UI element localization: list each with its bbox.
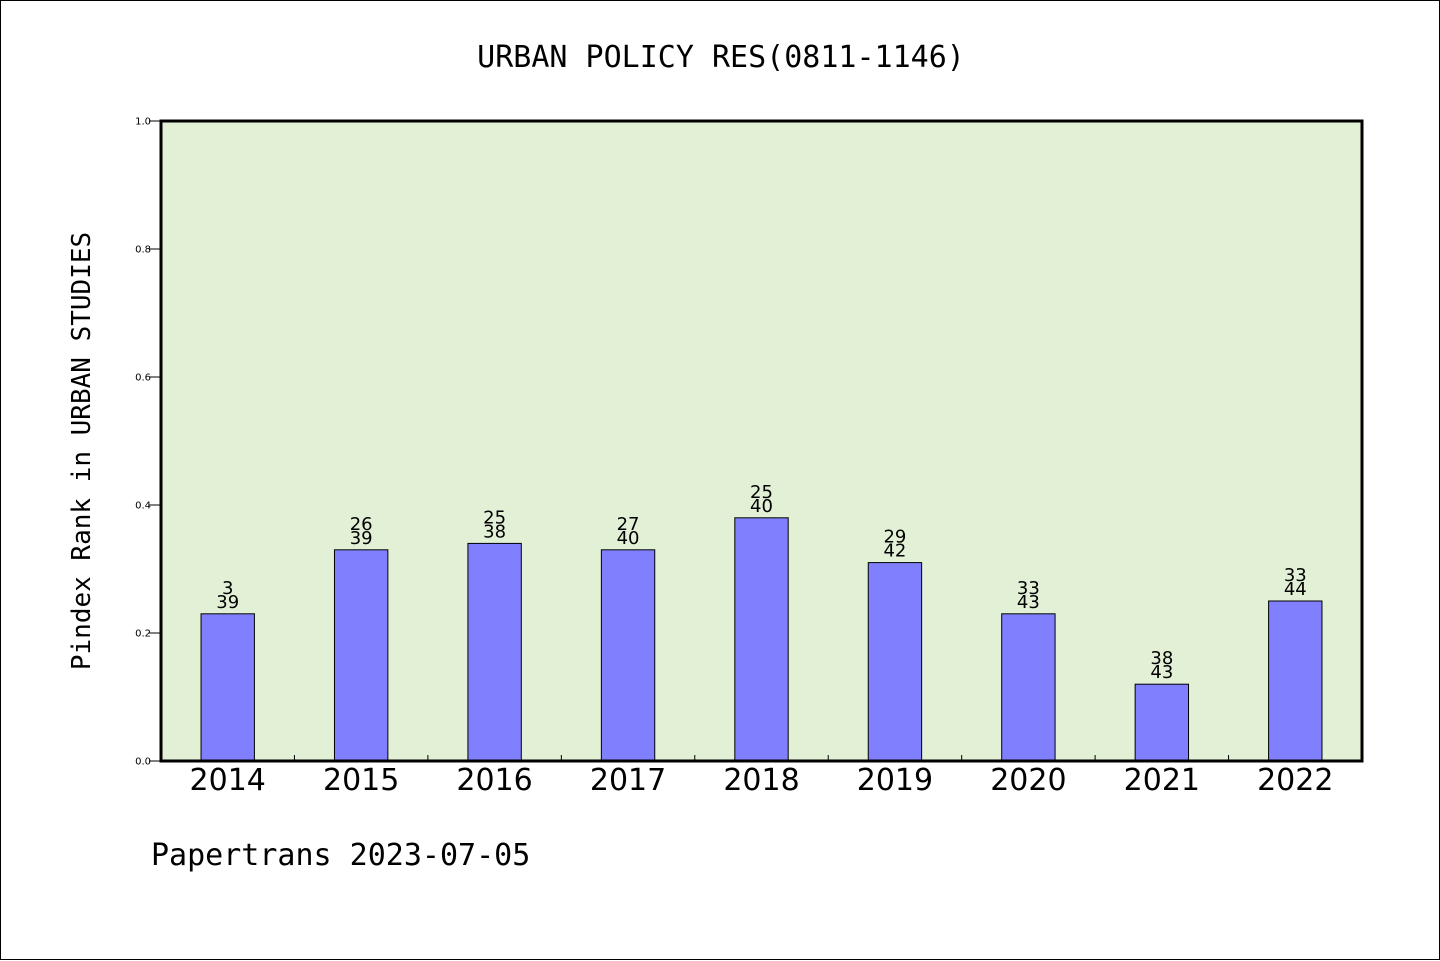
- x-tick-label: 2022: [1257, 763, 1333, 798]
- bar: [1001, 613, 1056, 762]
- x-tick-label: 2014: [190, 763, 266, 798]
- bar-rank-label: 25: [750, 482, 773, 503]
- x-tick-label: 2020: [990, 763, 1066, 798]
- x-axis: 2014 2015 2016 2017 2018 2019 2020 2021 2022: [190, 755, 1333, 798]
- footer-label: Papertrans 2023-07-05: [151, 838, 530, 873]
- y-tick-label: 0.6: [135, 373, 151, 384]
- bar-rank-label: 33: [1284, 565, 1307, 586]
- x-tick-label: 2017: [590, 763, 666, 798]
- bar-rank-label: 27: [617, 514, 640, 535]
- bar-total-label: 39: [350, 528, 373, 549]
- bar-total-label: 42: [883, 541, 906, 562]
- bar: [734, 517, 789, 762]
- x-tick-label: 2021: [1124, 763, 1200, 798]
- y-tick-label: 0.4: [135, 501, 151, 512]
- x-tick-label: 2019: [857, 763, 933, 798]
- x-tick-label: 2015: [323, 763, 399, 798]
- y-tick-label: 1.0: [135, 117, 151, 128]
- y-tick-label: 0.2: [135, 629, 151, 640]
- y-tick-label: 0.0: [135, 757, 151, 768]
- y-axis-label: Pindex Rank in URBAN STUDIES: [67, 232, 97, 670]
- bar-total-label: 40: [750, 496, 773, 517]
- chart-title: URBAN POLICY RES(0811-1146): [477, 40, 965, 75]
- bar-rank-label: 25: [483, 507, 506, 528]
- bar-total-label: 43: [1150, 662, 1173, 683]
- bar-rank-label: 38: [1150, 648, 1173, 669]
- bar: [600, 549, 656, 762]
- x-tick-label: 2016: [456, 763, 532, 798]
- bar-rank-label: 3: [222, 578, 233, 599]
- bar: [467, 542, 522, 762]
- bar: [867, 562, 923, 762]
- bar-total-label: 40: [617, 528, 640, 549]
- x-tick-label: 2018: [723, 763, 799, 798]
- bar: [1268, 600, 1323, 762]
- bar-rank-label: 26: [350, 514, 373, 535]
- bar-total-label: 43: [1017, 592, 1040, 613]
- bar-rank-label: 33: [1017, 578, 1040, 599]
- y-tick-label: 0.8: [135, 245, 151, 256]
- bar: [333, 549, 389, 762]
- plot-border: [159, 119, 1364, 763]
- bars: [200, 517, 1323, 762]
- bar: [200, 613, 255, 762]
- y-axis: 0.0 0.2 0.4 0.6 0.8 1.0: [135, 117, 161, 768]
- bar-total-label: 39: [216, 592, 239, 613]
- bar: [1134, 683, 1190, 762]
- bar-total-label: 44: [1284, 579, 1307, 600]
- bar-rank-label: 29: [883, 527, 906, 548]
- bar-total-label: 38: [483, 521, 506, 542]
